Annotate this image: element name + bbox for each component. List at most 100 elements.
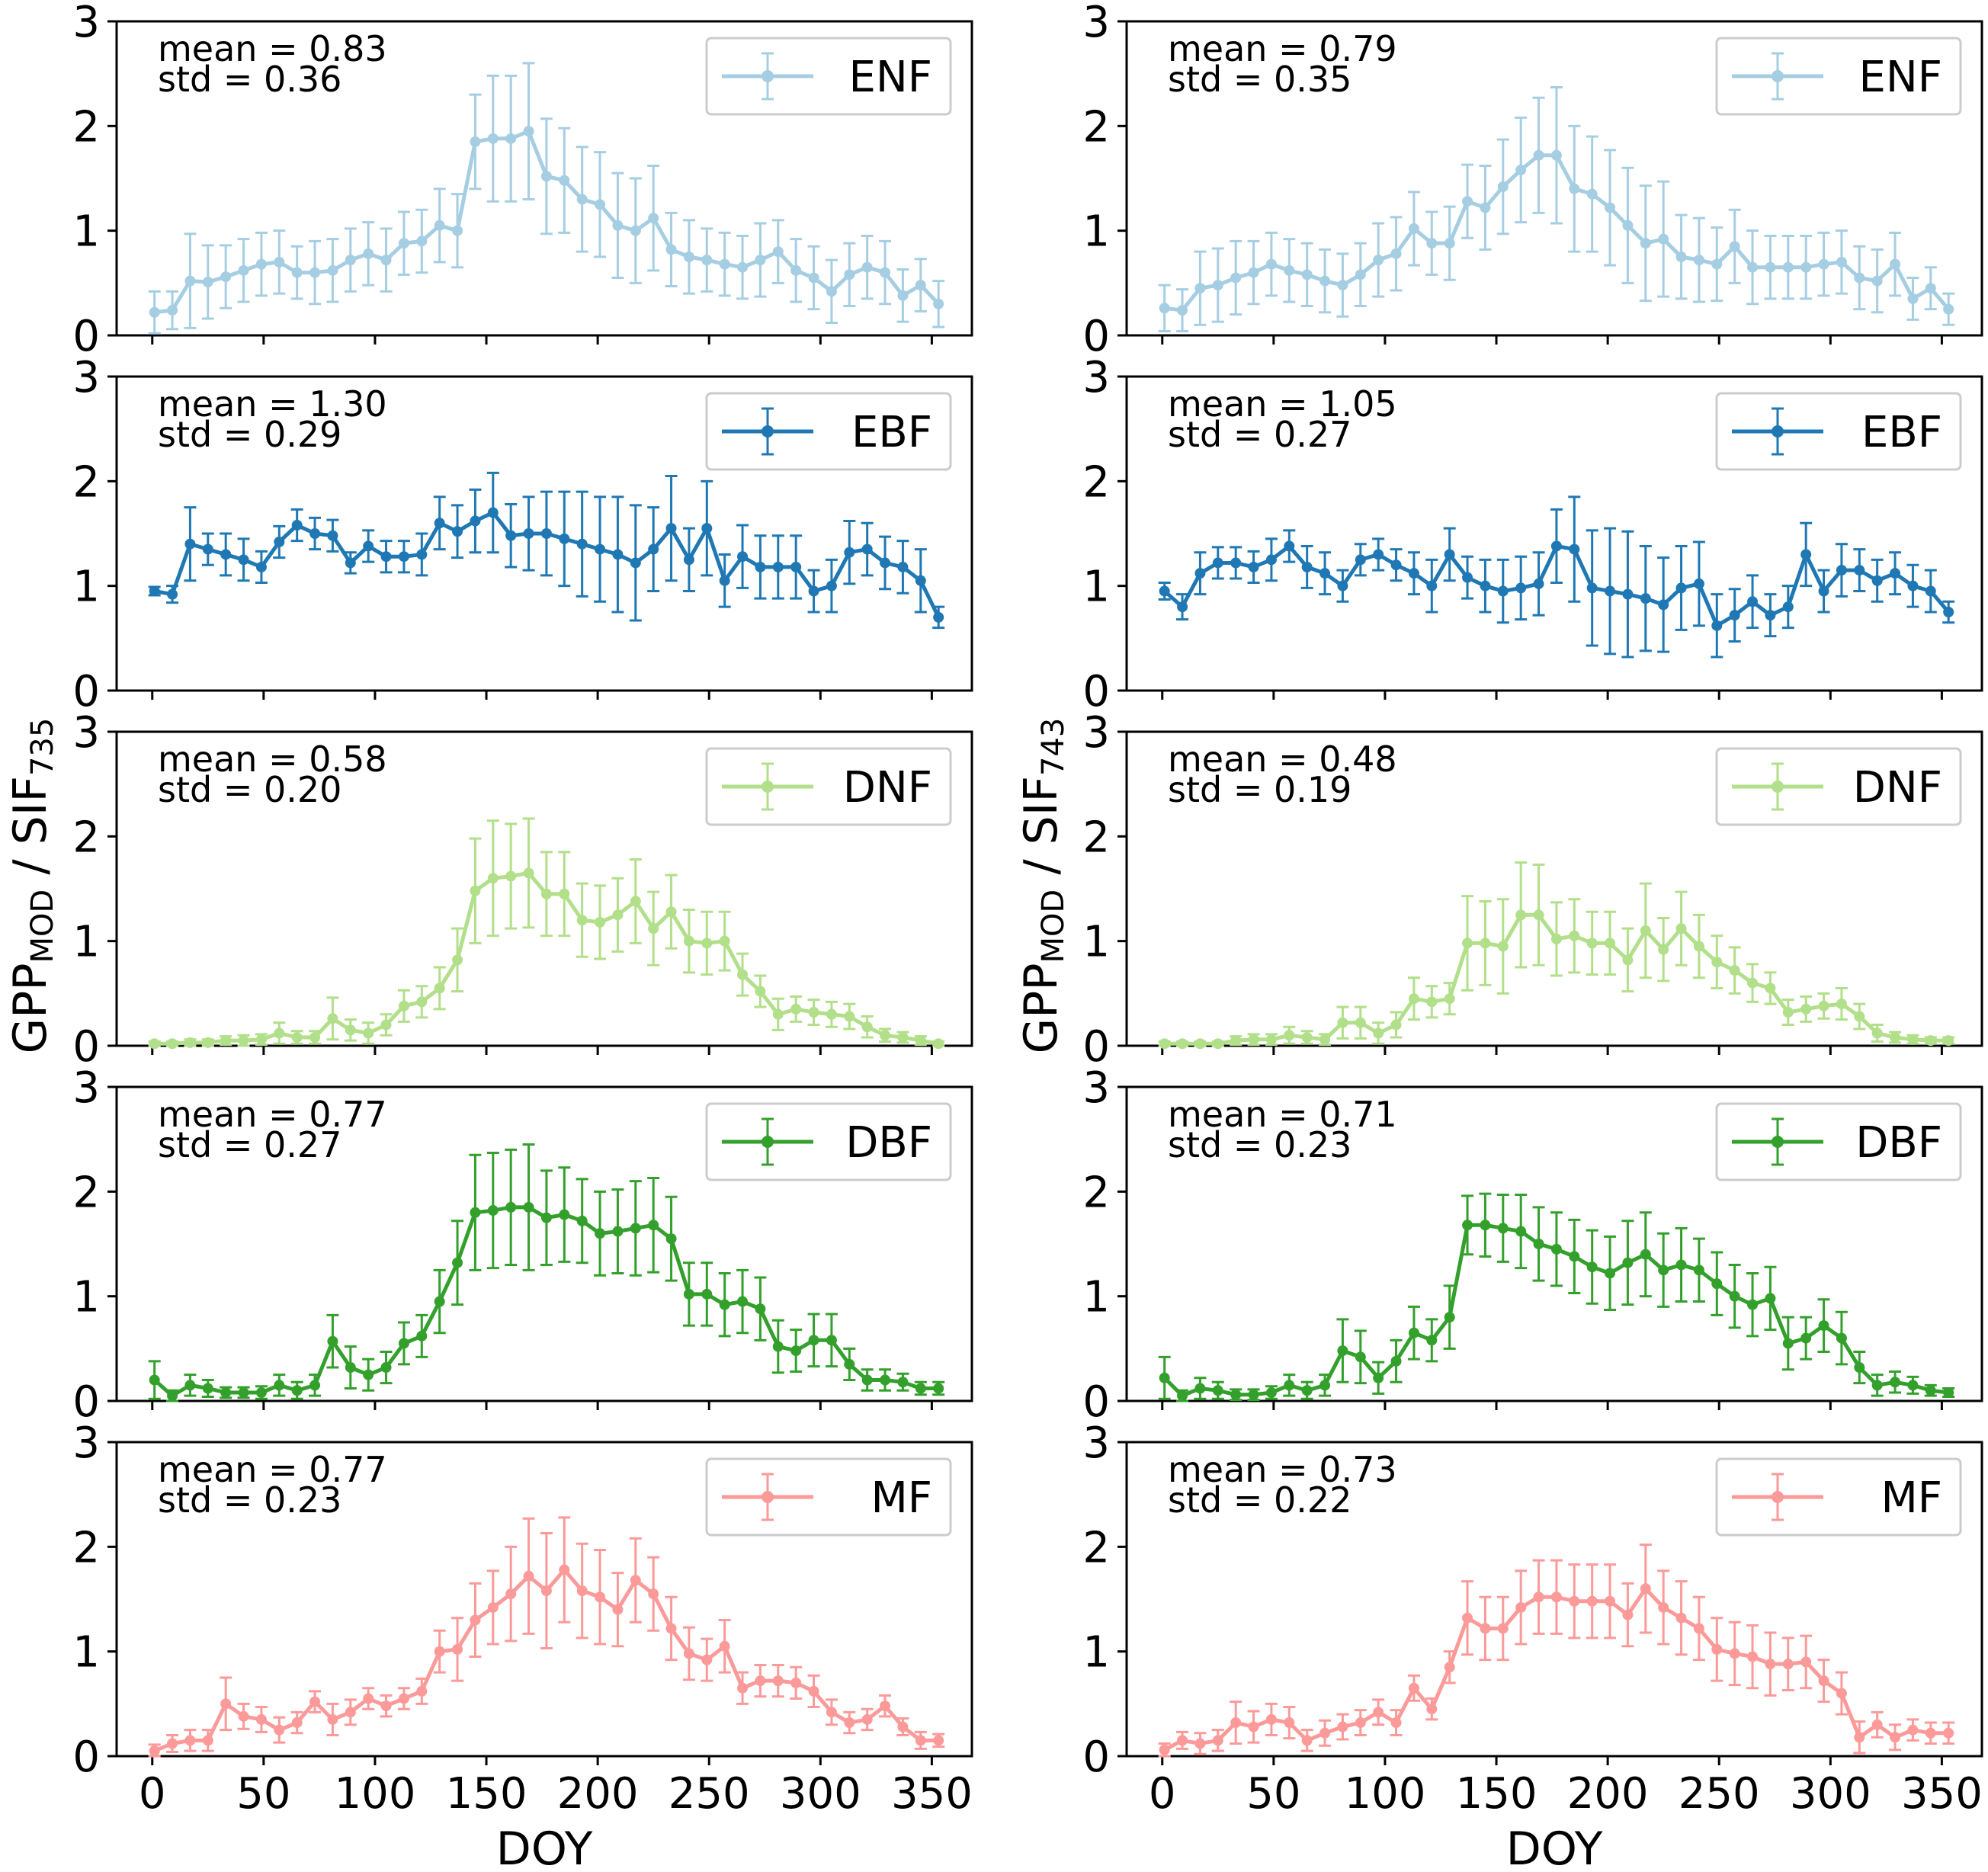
mean-annotation: mean = 0.77 [158,1094,387,1135]
y-tick-label: 0 [72,312,100,361]
data-point [1265,1387,1277,1399]
data-point [1373,1707,1384,1718]
data-point [1569,183,1580,194]
data-point [1230,1035,1242,1047]
data-point [1907,1034,1919,1045]
data-point [719,258,730,270]
mean-annotation: mean = 0.71 [1168,1094,1397,1135]
data-point [274,256,285,268]
data-point [1265,258,1277,270]
data-point [540,171,552,182]
data-point [1159,303,1170,314]
data-point [363,1369,374,1380]
data-point [772,561,784,572]
data-point [1284,1030,1295,1041]
data-point [1355,1717,1366,1729]
data-point [1622,1609,1634,1620]
data-point [1747,261,1759,273]
data-point [1800,549,1812,560]
data-point [1533,149,1544,161]
data-point [880,267,891,278]
data-point [149,1374,160,1386]
data-point [595,543,606,555]
data-point [398,238,409,249]
data-point [255,1034,267,1045]
x-axis-label-left: DOY [496,1822,593,1872]
data-point [1177,1390,1188,1402]
data-point [540,888,552,899]
data-point [880,1701,891,1712]
data-point [1194,568,1206,579]
data-point [1444,993,1455,1005]
data-point [1390,559,1402,571]
data-point [1943,607,1954,617]
x-tick-label: 200 [557,1769,639,1819]
data-point [630,557,641,569]
data-point [1729,965,1740,976]
data-point [826,286,837,297]
data-point [1373,255,1384,266]
data-point [1408,223,1419,234]
data-point [861,261,873,273]
data-point [612,909,624,921]
plot-frame [1125,375,1983,692]
data-point [309,1380,321,1391]
data-point [505,1588,517,1600]
std-annotation: std = 0.27 [158,1124,341,1165]
data-point [1836,1688,1847,1699]
data-point [220,1698,232,1710]
data-point [1230,1717,1242,1729]
data-point [1533,578,1544,589]
data-point [452,1257,463,1268]
data-point [1854,1732,1865,1743]
data-point [1765,1293,1776,1304]
data-point [665,906,677,918]
data-point [470,136,481,147]
data-point [1355,554,1366,566]
data-point [470,515,481,527]
data-point [363,540,374,552]
data-point [291,267,303,278]
data-point [220,1387,232,1399]
data-point [790,264,802,276]
data-point [523,126,534,137]
x-tick-label: 0 [1149,1769,1176,1819]
data-point [576,915,588,926]
data-point [772,1675,784,1687]
data-point [380,255,392,266]
data-point [452,1643,463,1655]
data-point [1622,954,1634,966]
data-point [1373,1372,1384,1383]
data-point [1622,1257,1634,1268]
data-point [915,1383,926,1394]
legend-marker [762,1491,774,1503]
data-point [1444,1662,1455,1673]
data-point [1515,165,1527,176]
data-point [1871,575,1883,586]
data-point [1159,585,1170,597]
data-point [238,1035,249,1047]
legend-marker [1772,425,1784,438]
data-point [1373,1027,1384,1039]
data-point [1907,580,1919,591]
std-annotation: std = 0.23 [158,1479,341,1521]
data-point [844,1011,855,1022]
data-point [701,255,713,266]
data-point [540,1585,552,1597]
data-point [701,1654,713,1665]
data-point [202,543,213,555]
data-point [648,923,659,934]
data-point [434,518,445,529]
data-point [1284,1380,1295,1391]
data-point [1907,1380,1919,1391]
data-point [595,1228,606,1239]
data-point [149,585,160,597]
data-point [1943,303,1954,315]
data-point [880,1030,891,1041]
data-point [380,1362,392,1374]
data-point [327,1713,338,1725]
data-point [1925,283,1936,294]
data-point [416,1330,428,1341]
data-point [1925,585,1936,597]
